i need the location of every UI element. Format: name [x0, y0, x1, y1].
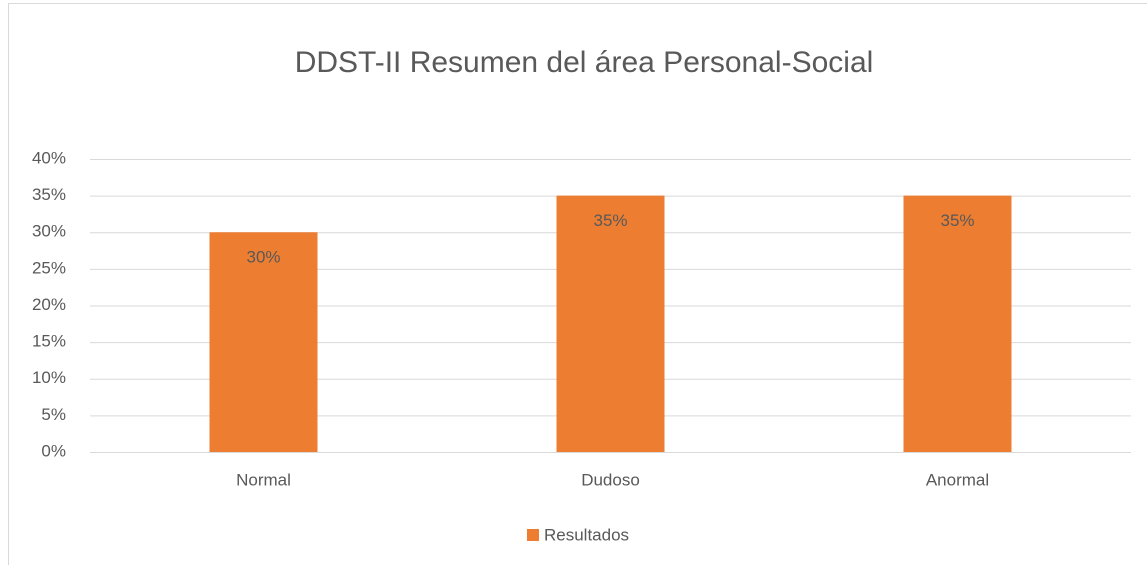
y-tick-label: 0%: [41, 441, 66, 460]
legend-label: Resultados: [544, 525, 629, 544]
data-label: 35%: [593, 211, 627, 230]
x-tick-label: Normal: [236, 470, 291, 489]
y-tick-label: 15%: [32, 332, 66, 351]
y-tick-label: 5%: [41, 405, 66, 424]
data-label: 30%: [246, 248, 280, 267]
y-tick-label: 35%: [32, 185, 66, 204]
bar: [903, 195, 1012, 452]
x-tick-label: Dudoso: [581, 470, 640, 489]
y-tick-label: 40%: [32, 148, 66, 167]
chart-title: DDST-II Resumen del área Personal-Social: [295, 46, 874, 79]
legend-swatch: [527, 529, 539, 541]
y-tick-label: 10%: [32, 368, 66, 387]
bar: [209, 232, 318, 452]
y-tick-label: 20%: [32, 295, 66, 314]
y-tick-label: 30%: [32, 222, 66, 241]
chart-border: [8, 3, 1147, 565]
bar: [556, 195, 665, 452]
data-label: 35%: [940, 211, 974, 230]
y-tick-label: 25%: [32, 258, 66, 277]
x-tick-label: Anormal: [926, 470, 989, 489]
